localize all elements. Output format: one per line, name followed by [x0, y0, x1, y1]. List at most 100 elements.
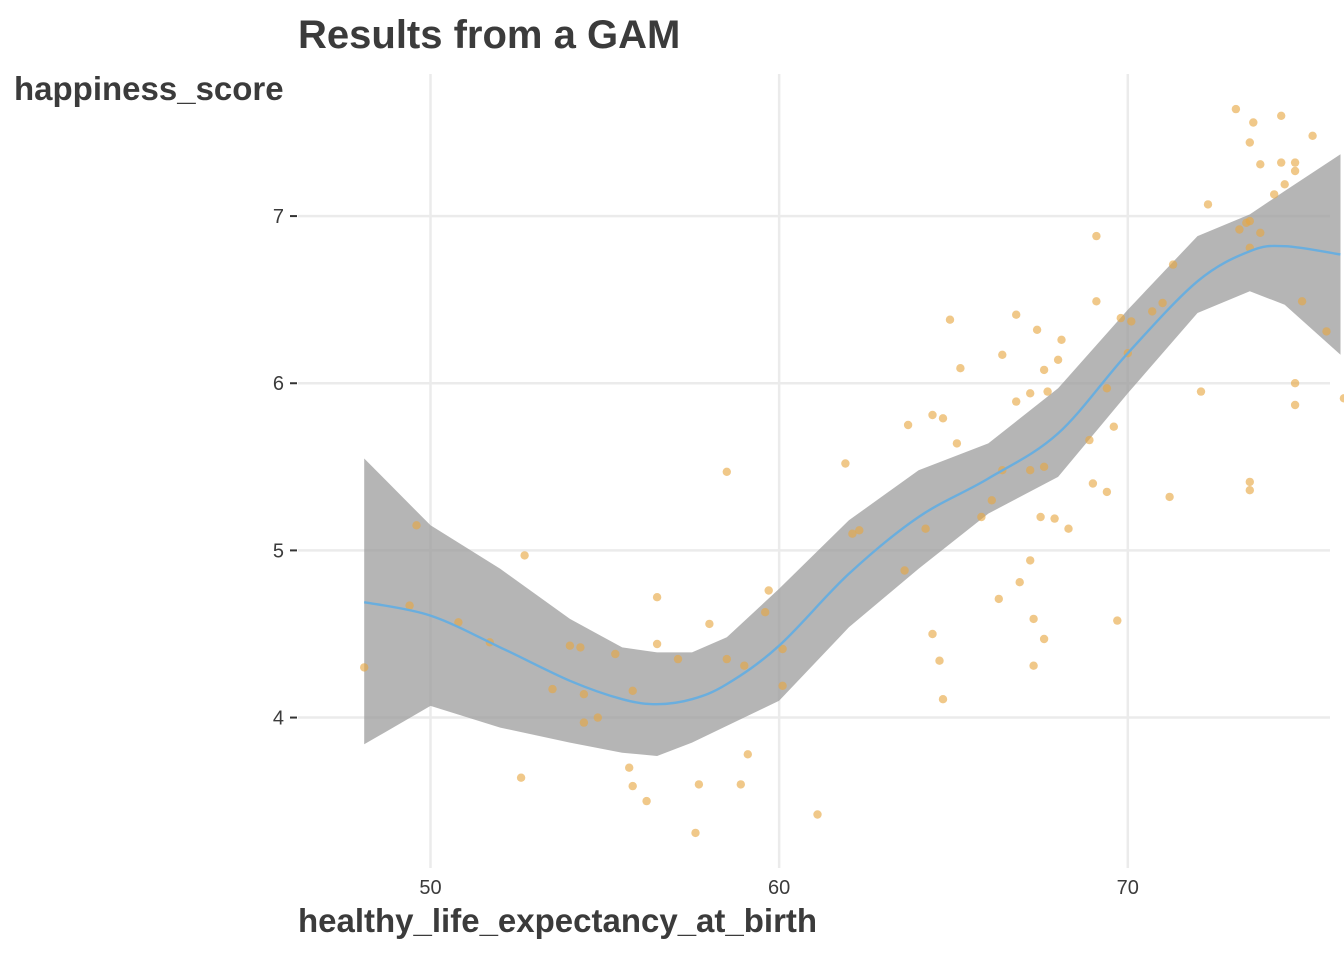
data-point	[642, 796, 651, 806]
data-point	[921, 524, 930, 533]
data-point	[952, 439, 962, 448]
data-point	[841, 459, 850, 468]
data-point	[1116, 313, 1126, 323]
confidence-ribbon	[364, 154, 1341, 756]
data-point	[1092, 231, 1101, 241]
data-point	[405, 601, 414, 610]
data-point	[705, 619, 714, 629]
data-point	[1057, 335, 1066, 344]
data-point	[1029, 614, 1038, 624]
data-point	[1256, 160, 1265, 169]
data-point	[673, 654, 683, 664]
data-point	[778, 681, 787, 690]
data-point	[1158, 298, 1167, 308]
y-tick-label: 6	[273, 373, 284, 395]
data-point	[1245, 138, 1255, 147]
x-axis-title: healthy_life_expectancy_at_birth	[298, 902, 817, 939]
data-point	[1165, 492, 1174, 502]
data-point	[1092, 297, 1101, 306]
data-point	[565, 641, 575, 650]
data-point	[1290, 158, 1300, 167]
confidence-ribbon-group	[364, 154, 1341, 756]
data-point	[1015, 578, 1024, 587]
data-point	[1064, 524, 1073, 533]
data-point	[1290, 400, 1300, 410]
data-point	[628, 781, 637, 791]
data-point	[743, 750, 752, 759]
data-point	[778, 644, 787, 654]
data-point	[1043, 387, 1052, 396]
data-point	[1053, 355, 1063, 364]
data-point	[454, 618, 463, 627]
data-point	[1245, 486, 1255, 495]
data-point	[736, 780, 745, 789]
data-point	[1231, 104, 1241, 114]
data-point	[1127, 317, 1136, 326]
y-tick-label: 4	[273, 708, 284, 730]
data-point	[1249, 118, 1258, 127]
data-point	[652, 593, 662, 602]
data-point	[1245, 216, 1255, 226]
data-point	[1026, 556, 1035, 565]
data-point	[652, 639, 662, 649]
data-point	[1297, 297, 1307, 306]
data-point	[722, 467, 731, 476]
data-point	[1290, 166, 1300, 176]
data-point	[1308, 131, 1317, 140]
data-point	[360, 663, 369, 672]
data-point	[722, 654, 731, 664]
chart-title: Results from a GAM	[298, 13, 680, 57]
data-point	[1109, 422, 1119, 431]
data-point	[928, 410, 937, 420]
data-point	[1290, 379, 1300, 388]
y-tick-label: 5	[273, 540, 284, 562]
data-point	[1113, 616, 1122, 625]
data-point	[1102, 487, 1112, 497]
data-point	[938, 414, 948, 423]
smooth-line-group	[363, 244, 1341, 706]
data-point	[628, 686, 637, 695]
data-point	[1277, 111, 1286, 121]
data-point	[1085, 435, 1094, 445]
data-point	[548, 684, 557, 694]
data-point	[1168, 260, 1178, 269]
data-point	[1026, 389, 1035, 398]
data-point	[977, 512, 986, 522]
data-point	[1277, 158, 1286, 167]
gridlines	[298, 74, 1330, 868]
data-point	[1050, 514, 1059, 523]
data-point	[611, 649, 620, 659]
data-point	[998, 350, 1007, 359]
data-point	[1039, 365, 1049, 375]
data-point	[938, 695, 948, 704]
data-point	[1270, 190, 1279, 199]
x-tick-label: 50	[419, 877, 441, 899]
y-tick-label: 7	[273, 206, 284, 228]
data-point	[764, 586, 773, 595]
data-point	[1235, 225, 1244, 234]
data-point	[1256, 228, 1265, 237]
data-point	[994, 594, 1003, 604]
axis-ticks: 4 5 6 7 50 60 70	[273, 206, 1139, 899]
data-point	[1280, 180, 1289, 189]
data-point	[1203, 200, 1213, 209]
data-point	[1322, 327, 1331, 336]
data-point	[691, 828, 700, 838]
data-point	[1245, 477, 1255, 487]
data-point	[945, 315, 955, 324]
data-point	[740, 661, 749, 670]
data-point	[579, 690, 589, 699]
data-point	[903, 420, 913, 430]
data-point	[579, 718, 589, 727]
data-point	[1039, 462, 1049, 471]
data-point	[520, 551, 529, 560]
data-point	[813, 810, 822, 819]
data-point	[694, 780, 704, 789]
data-point	[1196, 387, 1206, 396]
data-point	[593, 713, 602, 722]
data-point	[928, 629, 937, 639]
data-point	[412, 521, 421, 530]
x-tick-label: 70	[1117, 877, 1139, 899]
data-point	[761, 608, 770, 617]
